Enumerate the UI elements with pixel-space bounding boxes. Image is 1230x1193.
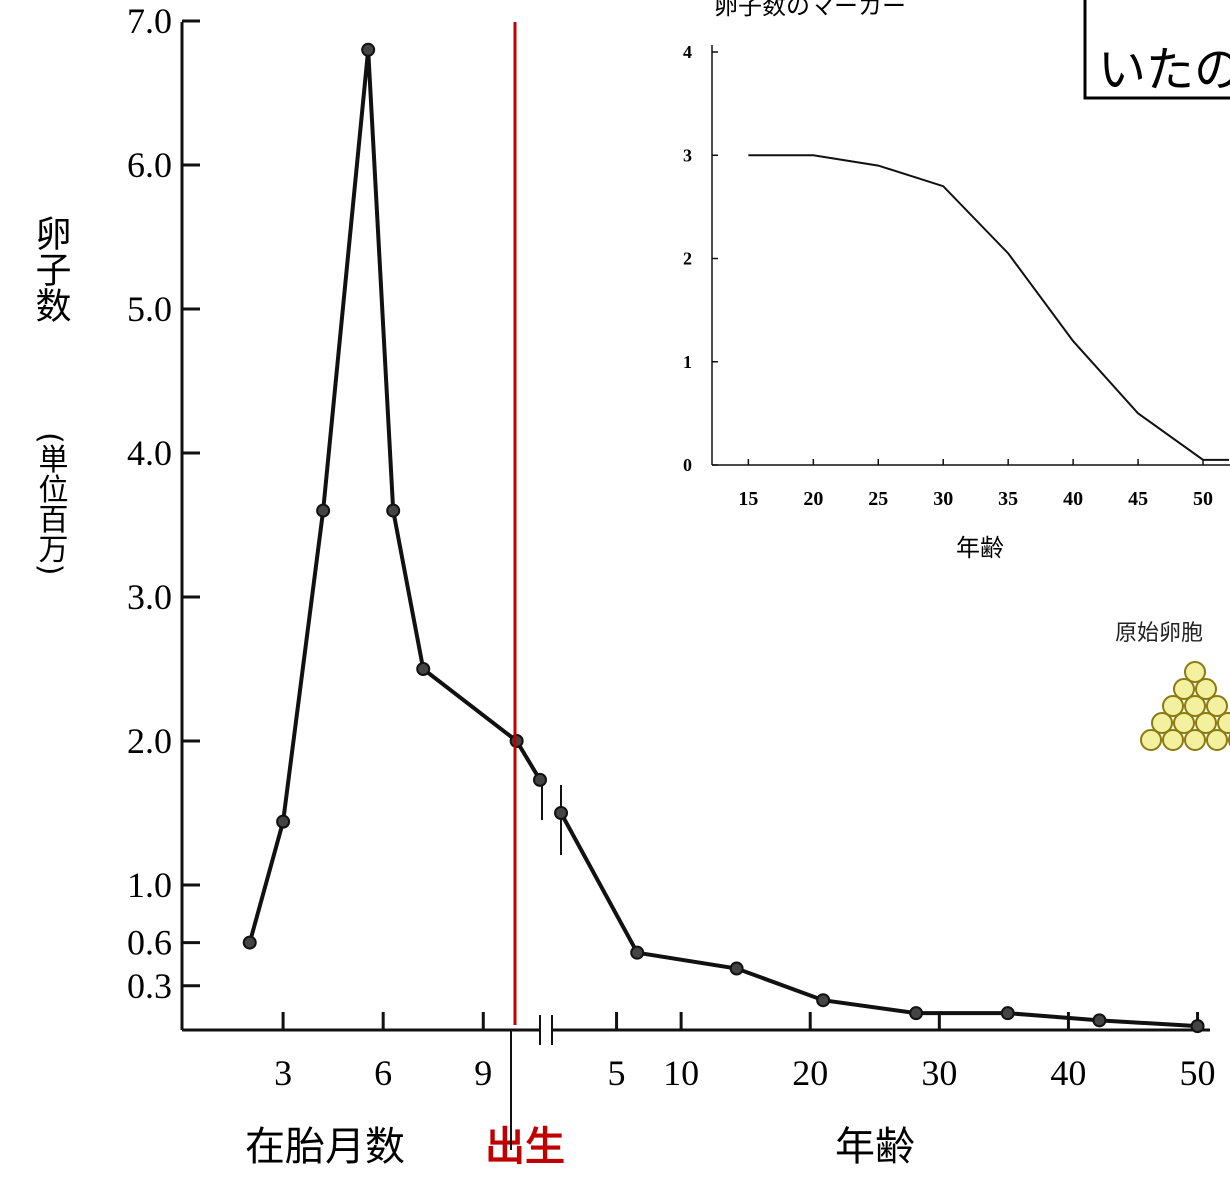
data-point [511,735,523,747]
y-tick-label: 5.0 [127,289,172,329]
data-line [748,155,1229,460]
data-point [731,963,743,975]
inset-y-tick-label: 2 [683,249,692,269]
inset-y-tick-label: 0 [683,455,692,475]
y-tick-label: 0.3 [127,966,172,1006]
x-tick-label: 6 [374,1053,392,1093]
y-tick-label: 4.0 [127,433,172,473]
data-point [387,505,399,517]
data-point [362,44,374,56]
inset-x-label: 年齢 [956,534,1004,562]
data-point [1002,1007,1014,1019]
y-tick-label: 1.0 [127,865,172,905]
follicle [1141,730,1161,750]
inset-y-tick-label: 4 [683,42,692,62]
inset-x-tick-label: 25 [868,488,888,510]
inset-x-tick-label: 30 [933,488,953,510]
data-point [534,774,546,786]
follicle-icon [1141,662,1230,750]
note-text: いたの [1098,42,1230,98]
y-label-unit: (単位百万) [33,432,68,575]
y-tick-label: 2.0 [127,721,172,761]
inset-title: 卵子数のマーカー [714,0,906,20]
y-tick-label: 6.0 [127,145,172,185]
chart: いたの 原始卵胞 卵子数 (単位百万) 在胎月数 出生 年齢 卵子数のマーカー … [0,0,1230,1193]
birth-label: 出生 [485,1124,565,1170]
data-point [1192,1020,1204,1032]
data-point [817,994,829,1006]
data-point [244,937,256,949]
x-tick-label: 5 [608,1053,626,1093]
inset-x-tick-label: 40 [1063,488,1083,510]
follicle [1163,730,1183,750]
x-tick-label: 30 [921,1053,957,1093]
y-tick-label: 0.6 [127,923,172,963]
inset-x-tick-label: 45 [1128,488,1148,510]
data-point [1093,1014,1105,1026]
x-tick-label: 40 [1050,1053,1086,1093]
inset-x-tick-label: 35 [998,488,1018,510]
x-label-age: 年齢 [835,1124,915,1170]
x-tick-label: 50 [1180,1053,1216,1093]
data-point [910,1007,922,1019]
x-tick-label: 9 [474,1053,492,1093]
inset-x-tick-label: 15 [738,488,758,510]
y-label: 卵子数 [30,215,71,323]
x-tick-label: 10 [663,1053,699,1093]
follicle-label: 原始卵胞 [1115,621,1203,646]
data-point [631,947,643,959]
inset-y-tick-label: 3 [683,145,692,165]
data-line [250,50,540,943]
follicle [1185,730,1205,750]
x-tick-label: 3 [274,1053,292,1093]
follicle [1207,730,1227,750]
data-point [277,816,289,828]
data-point [417,663,429,675]
y-tick-label: 7.0 [127,1,172,41]
x-label-months: 在胎月数 [245,1124,405,1170]
data-point [317,505,329,517]
data-line [561,813,1198,1026]
data-point [555,807,567,819]
inset-y-tick-label: 1 [683,352,692,372]
x-tick-label: 20 [792,1053,828,1093]
y-tick-label: 3.0 [127,577,172,617]
inset-x-tick-label: 20 [803,488,823,510]
inset-x-tick-label: 50 [1193,488,1213,510]
